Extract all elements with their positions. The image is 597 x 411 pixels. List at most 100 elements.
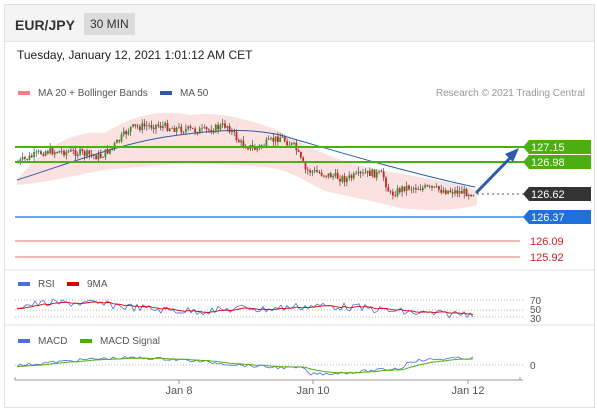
macd-legend-label: MACD <box>38 336 67 347</box>
candle-body <box>214 124 217 133</box>
macd-level-label: 0 <box>530 361 536 372</box>
candle-body <box>470 194 472 197</box>
forecast-arrow-head <box>505 148 519 162</box>
candle-body <box>120 134 123 142</box>
candle-body <box>428 185 431 187</box>
candle-body <box>408 185 410 190</box>
candle-body <box>93 154 95 156</box>
candle-body <box>58 151 61 153</box>
candle-body <box>205 127 208 130</box>
timeframe-button[interactable]: 30 MIN <box>84 13 135 35</box>
candle-body <box>76 154 79 156</box>
candle-body <box>274 136 277 142</box>
candle-body <box>49 147 52 154</box>
candle-body <box>281 137 284 138</box>
candle-body <box>394 195 397 197</box>
candle-body <box>196 132 199 134</box>
candle-body <box>118 139 121 142</box>
candle-body <box>456 190 459 194</box>
candle-body <box>304 162 307 170</box>
candle-body <box>323 175 325 177</box>
candle-body <box>233 130 236 132</box>
candle-body <box>159 125 162 128</box>
candle-body <box>385 177 387 188</box>
candle-body <box>419 189 422 191</box>
candle-body <box>127 131 130 135</box>
candle-body <box>226 126 229 128</box>
candle-body <box>203 127 206 128</box>
candle-body <box>417 189 420 190</box>
candle-body <box>106 149 109 154</box>
candle-body <box>369 170 371 176</box>
candle-body <box>42 154 45 156</box>
candle-body <box>362 172 364 174</box>
candle-body <box>382 171 385 178</box>
candle-body <box>371 169 374 176</box>
candle-body <box>180 126 183 133</box>
candle-body <box>279 137 282 142</box>
candle-body <box>373 169 376 178</box>
price-label: 126.98 <box>531 157 565 169</box>
candle-body <box>267 138 270 140</box>
candle-body <box>403 186 406 191</box>
candle-body <box>63 150 65 156</box>
macd-legend-swatch <box>18 339 30 343</box>
candle-body <box>320 172 323 176</box>
candle-body <box>122 131 125 135</box>
rsi-level-label: 70 <box>530 296 542 307</box>
candle-body <box>47 151 49 154</box>
candle-body <box>166 123 169 131</box>
candle-body <box>132 124 134 127</box>
candle-body <box>224 123 226 128</box>
candle-body <box>104 149 107 158</box>
candle-body <box>168 128 171 131</box>
candle-body <box>102 157 104 158</box>
candle-body <box>113 143 116 148</box>
candle-body <box>148 125 150 126</box>
candle-body <box>256 147 259 150</box>
candle-body <box>53 152 56 155</box>
candle-body <box>235 131 238 141</box>
timestamp: Tuesday, January 12, 2021 1:01:12 AM CET <box>17 48 253 62</box>
candle-body <box>74 150 77 156</box>
candle-body <box>260 145 263 147</box>
candle-body <box>221 123 224 126</box>
candle-body <box>26 158 29 160</box>
price-label-125-92: 125.92 <box>530 252 564 264</box>
candle-body <box>412 187 415 189</box>
candle-body <box>72 149 75 151</box>
x-axis-label: Jan 10 <box>296 385 329 397</box>
candle-body <box>187 126 190 129</box>
candle-body <box>442 190 445 193</box>
ma50-legend-label: MA 50 <box>180 88 209 99</box>
candle-body <box>389 191 392 193</box>
candle-body <box>33 152 35 158</box>
candle-body <box>288 144 291 146</box>
rsi-legend-swatch <box>18 282 30 286</box>
candle-body <box>454 190 456 194</box>
candle-body <box>359 171 362 174</box>
candle-body <box>421 187 424 191</box>
candle-body <box>346 177 348 183</box>
rsi-ma-legend-swatch <box>67 282 79 286</box>
candle-body <box>316 169 318 173</box>
candle-body <box>79 149 81 155</box>
candle-body <box>212 132 215 134</box>
candle-body <box>336 172 339 179</box>
candle-body <box>40 151 42 155</box>
candle-body <box>152 127 155 130</box>
price-chart[interactable]: MA 20 + Bollinger Bands MA 50 Research ©… <box>5 5 594 407</box>
candle-body <box>387 187 390 192</box>
candle-body <box>228 126 231 133</box>
candle-body <box>366 170 369 174</box>
macd-signal-line <box>16 357 474 374</box>
price-tag-126-37: 126.37 <box>523 210 591 224</box>
candle-body <box>155 124 157 130</box>
candle-body <box>332 176 334 178</box>
candle-body <box>21 157 24 160</box>
candle-body <box>37 151 40 153</box>
candle-body <box>175 127 178 132</box>
candle-body <box>81 149 84 152</box>
ma50-legend-swatch <box>160 91 172 95</box>
candle-body <box>242 140 245 147</box>
